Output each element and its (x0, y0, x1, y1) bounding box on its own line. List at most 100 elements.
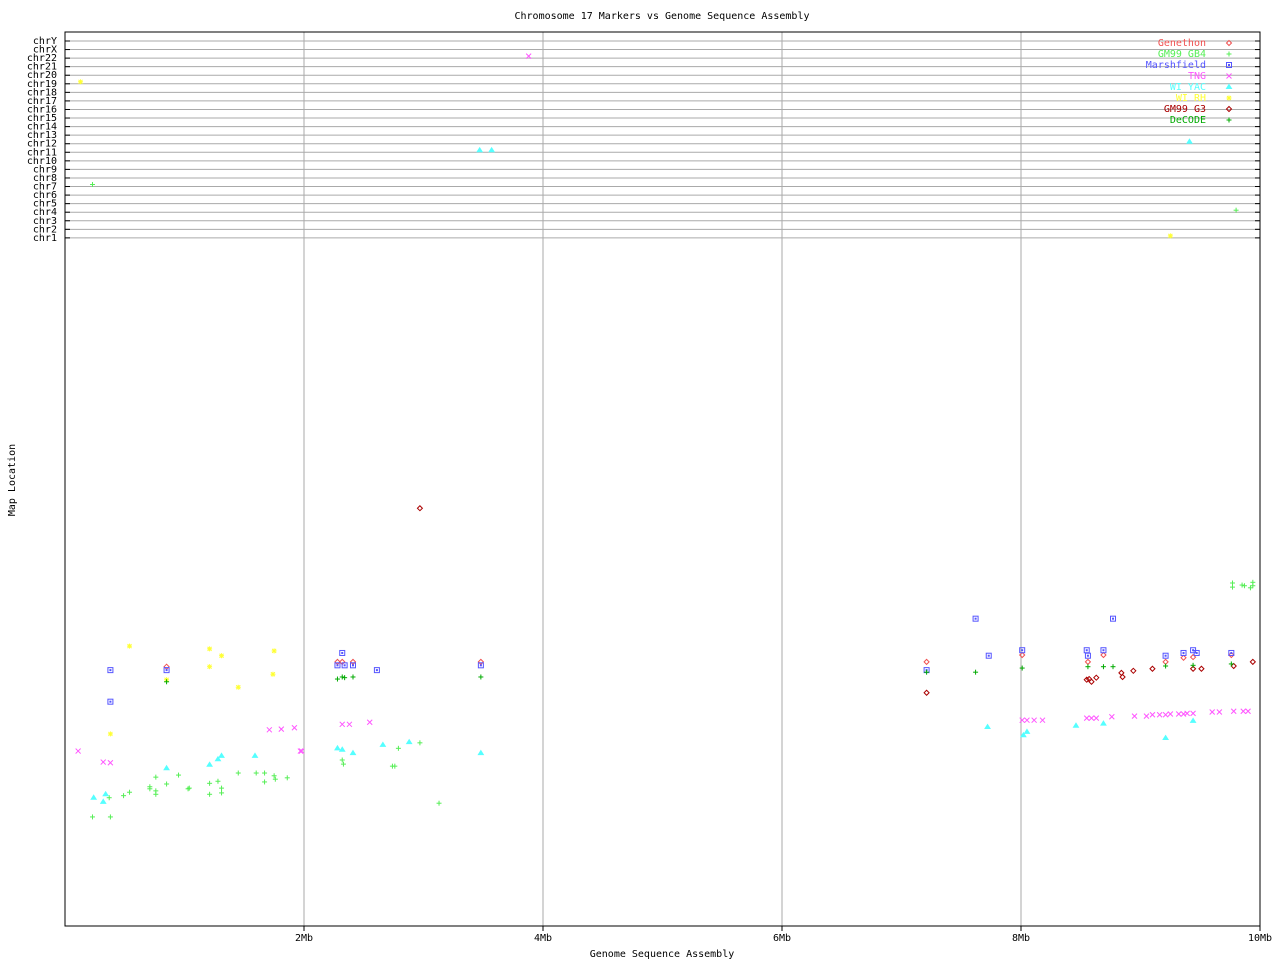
data-point (235, 684, 241, 690)
data-point (1084, 658, 1092, 666)
data-point (1189, 717, 1197, 723)
data-point (106, 795, 112, 801)
data-point (349, 662, 356, 669)
data-point (476, 146, 484, 153)
data-point (75, 748, 81, 754)
data-point (477, 658, 485, 666)
data-point (1031, 717, 1037, 724)
data-point (1093, 674, 1100, 681)
data-point (1149, 665, 1156, 672)
data-point (1110, 664, 1116, 670)
x-tick-label: 10Mb (1248, 933, 1272, 944)
legend-marker (1225, 105, 1233, 113)
data-point (107, 759, 114, 766)
data-point (339, 721, 346, 728)
series-tng (75, 53, 1251, 766)
legend-marker (1226, 95, 1232, 101)
data-point (219, 653, 225, 659)
plot-frame (64, 31, 1261, 927)
y-tick-label: chr2 (33, 224, 57, 235)
data-point (1180, 649, 1187, 656)
data-point (219, 785, 225, 791)
data-point (253, 770, 259, 776)
series-wi-yac (90, 138, 1197, 804)
data-point (89, 182, 95, 188)
data-point (1130, 667, 1137, 675)
x-tick-label: 6Mb (773, 933, 791, 944)
y-tick-label: chr13 (27, 130, 57, 141)
data-point (1143, 713, 1150, 719)
legend-label: DeCODE (1170, 115, 1206, 126)
data-point (219, 790, 225, 796)
data-point (1240, 708, 1247, 715)
data-point (477, 662, 484, 669)
y-tick-label: chr19 (27, 79, 57, 90)
data-point (1024, 717, 1030, 724)
legend-marker (1226, 117, 1232, 123)
data-point (207, 646, 213, 652)
data-point (924, 669, 930, 675)
x-axis-label: Genome Sequence Assembly (590, 949, 735, 960)
data-point (1088, 678, 1095, 685)
data-point (985, 652, 992, 659)
data-point (379, 741, 387, 747)
data-point (1093, 715, 1100, 721)
series-marshfield (107, 615, 1235, 705)
data-point (1230, 708, 1237, 715)
data-point (251, 752, 259, 758)
data-point (78, 79, 84, 85)
data-point (984, 723, 991, 730)
data-point (271, 648, 277, 654)
y-tick-label: chr6 (33, 190, 57, 201)
data-point (1100, 664, 1106, 670)
grid (65, 32, 1261, 926)
data-point (1198, 665, 1205, 672)
legend-label: TNG (1188, 71, 1206, 82)
data-point (164, 679, 170, 685)
y-tick-label: chr22 (27, 53, 57, 64)
y-tick-label: chr15 (27, 113, 57, 124)
data-point (1162, 711, 1169, 718)
data-point (1131, 713, 1138, 719)
legend-label: Marshfield (1146, 60, 1206, 71)
data-point (350, 674, 356, 680)
data-point (1085, 664, 1091, 670)
data-point (373, 667, 380, 674)
data-point (488, 146, 496, 153)
data-point (1156, 711, 1163, 718)
series-genethon (163, 651, 1235, 670)
data-point (1083, 676, 1090, 683)
data-point (349, 658, 357, 666)
y-tick-label: chr20 (27, 70, 57, 81)
data-point (478, 674, 484, 680)
data-point (100, 759, 107, 765)
data-point (163, 764, 170, 771)
legend-label: Genethon (1158, 38, 1206, 49)
y-tick-label: chr16 (27, 104, 57, 115)
data-point (1230, 662, 1237, 670)
data-point (107, 731, 113, 737)
data-point (1180, 654, 1187, 661)
data-point (270, 671, 276, 677)
data-point (340, 761, 346, 767)
series-gm99-g3 (416, 505, 1257, 696)
data-point (153, 791, 159, 797)
data-point (1190, 662, 1196, 668)
data-point (164, 781, 170, 787)
y-tick-label: chr14 (27, 122, 57, 133)
data-point (271, 773, 277, 779)
data-point (207, 791, 213, 797)
data-point (207, 664, 213, 670)
data-point (1167, 711, 1174, 717)
data-point (436, 800, 442, 806)
data-point (298, 748, 305, 754)
data-point (1019, 731, 1027, 738)
data-point (334, 744, 341, 751)
data-point (163, 667, 170, 674)
data-point (99, 798, 107, 804)
series-wi-rh (78, 79, 1173, 737)
data-point (395, 745, 401, 751)
data-point (1189, 653, 1197, 661)
y-tick-label: chrY (33, 36, 57, 47)
